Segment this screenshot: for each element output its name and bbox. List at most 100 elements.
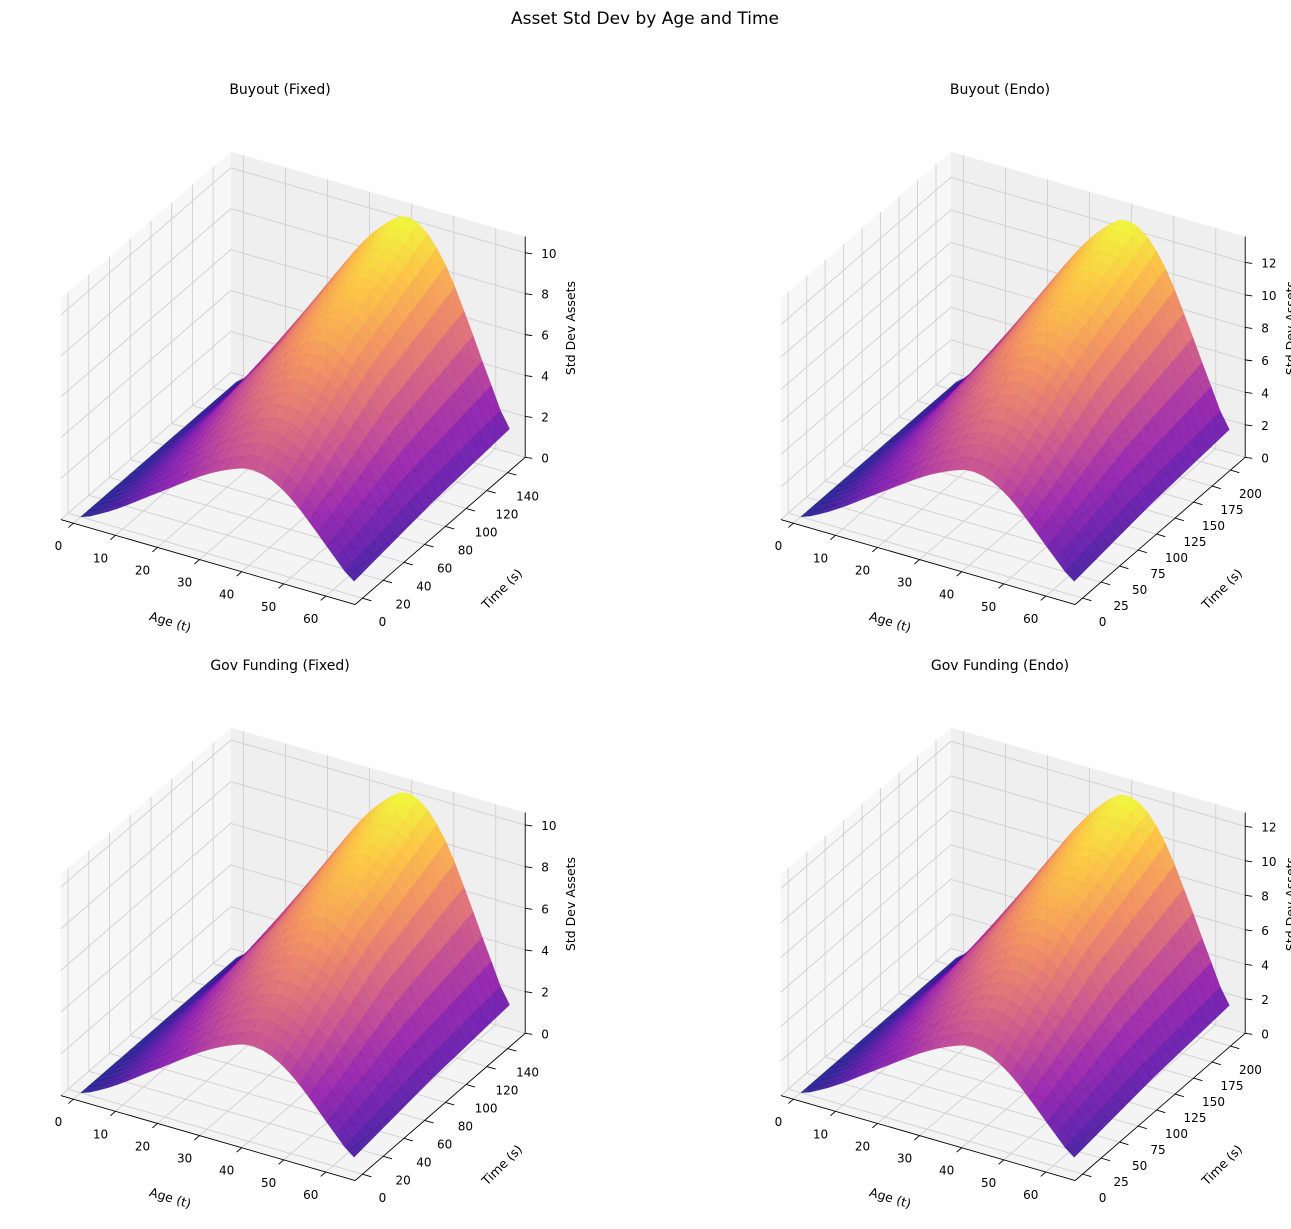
time-tick-label: 100 <box>475 1102 498 1116</box>
time-tick-label: 50 <box>1132 1159 1147 1173</box>
time-tick <box>1211 1061 1221 1066</box>
time-axis-label: Time (s) <box>478 1142 525 1189</box>
age-tick <box>278 583 285 589</box>
gridline-z <box>780 878 952 1027</box>
z-tick <box>1245 1032 1253 1035</box>
time-tick-label: 125 <box>1184 1111 1207 1125</box>
time-tick-label: 175 <box>1221 503 1244 517</box>
z-tick-label: 6 <box>1261 354 1269 368</box>
age-axis-line <box>60 519 356 605</box>
gridline-z <box>780 775 952 924</box>
age-tick-label: 30 <box>897 1152 912 1166</box>
z-tick-label: 4 <box>541 944 549 958</box>
time-tick-label: 150 <box>1202 519 1225 533</box>
time-tick <box>1156 1109 1166 1114</box>
z-tick <box>1245 825 1253 828</box>
age-tick-label: 50 <box>261 600 276 614</box>
z-tick-label: 2 <box>541 986 549 1000</box>
z-tick <box>525 1032 533 1035</box>
gridline-z <box>780 844 952 993</box>
age-tick-label: 60 <box>1023 612 1038 626</box>
age-tick-label: 40 <box>219 588 234 602</box>
z-tick-label: 2 <box>541 410 549 424</box>
gridline-time <box>88 494 384 581</box>
z-tick-label: 4 <box>541 370 549 384</box>
age-axis-label: Age (t) <box>148 1184 193 1211</box>
time-tick <box>1137 1125 1148 1130</box>
z-tick <box>1245 860 1253 863</box>
age-tick <box>872 1123 878 1129</box>
gridline-z <box>780 740 952 889</box>
z-tick <box>525 456 533 459</box>
z-axis-label: Std Dev Assets <box>563 281 578 375</box>
age-tick <box>278 1159 285 1165</box>
age-tick <box>872 547 878 553</box>
age-tick-label: 40 <box>219 1164 234 1178</box>
age-tick <box>68 522 74 528</box>
time-tick <box>1230 469 1240 474</box>
z-tick <box>1245 424 1253 427</box>
left-pane <box>60 151 231 520</box>
z-tick <box>525 293 533 296</box>
age-tick <box>68 1098 74 1104</box>
time-tick-label: 140 <box>516 1066 539 1080</box>
time-tick <box>383 1155 393 1160</box>
age-tick <box>788 522 794 528</box>
time-tick <box>486 490 496 494</box>
subplot-title: Gov Funding (Fixed) <box>210 658 349 674</box>
time-tick-label: 50 <box>1132 583 1147 597</box>
time-tick <box>1230 1045 1240 1050</box>
age-axis-label: Age (t) <box>148 608 193 635</box>
z-tick-label: 0 <box>541 1027 549 1041</box>
time-tick-label: 75 <box>1150 1143 1165 1157</box>
age-tick <box>998 1159 1005 1165</box>
z-tick-label: 4 <box>1261 386 1269 400</box>
age-axis-line <box>780 1095 1076 1181</box>
time-tick <box>507 1048 517 1052</box>
time-tick-label: 140 <box>516 490 539 504</box>
z-tick <box>525 907 533 910</box>
age-axis-label: Age (t) <box>868 1184 913 1211</box>
z-tick-label: 2 <box>1261 419 1269 433</box>
time-tick <box>1119 1141 1129 1146</box>
age-tick <box>236 1147 242 1153</box>
age-tick <box>152 547 158 553</box>
age-tick <box>110 1110 116 1117</box>
time-tick-label: 25 <box>1113 599 1128 613</box>
z-tick <box>525 252 533 255</box>
z-tick-label: 12 <box>1261 257 1276 271</box>
time-tick-label: 0 <box>1099 615 1107 629</box>
z-tick-label: 10 <box>1261 855 1276 869</box>
time-tick <box>424 543 434 548</box>
z-tick-label: 6 <box>1261 924 1269 938</box>
time-tick-label: 200 <box>1239 487 1262 501</box>
age-tick <box>320 1171 327 1177</box>
surface-facet <box>290 1061 307 1085</box>
time-tick-label: 60 <box>437 1137 452 1151</box>
age-tick-label: 0 <box>775 1115 783 1129</box>
gridline-z <box>60 249 232 398</box>
time-tick <box>1082 597 1092 602</box>
z-tick <box>1245 391 1253 394</box>
age-tick <box>914 559 920 565</box>
gridline-time <box>88 1070 384 1157</box>
time-tick <box>1137 549 1148 554</box>
age-tick-label: 60 <box>303 1188 318 1202</box>
z-tick <box>525 334 533 337</box>
gridline-z <box>780 371 952 520</box>
time-tick-label: 150 <box>1202 1095 1225 1109</box>
left-pane <box>780 727 951 1096</box>
z-tick <box>525 824 533 827</box>
gridline-time <box>67 512 363 599</box>
age-axis-label: Age (t) <box>868 608 913 635</box>
time-tick-label: 120 <box>495 1084 518 1098</box>
age-tick <box>830 1110 836 1117</box>
age-tick-label: 50 <box>981 600 996 614</box>
gridline-z <box>230 739 526 826</box>
z-tick-label: 12 <box>1261 820 1276 834</box>
z-tick <box>525 991 533 994</box>
gridline-z <box>60 739 232 888</box>
gridline-z <box>780 242 952 390</box>
